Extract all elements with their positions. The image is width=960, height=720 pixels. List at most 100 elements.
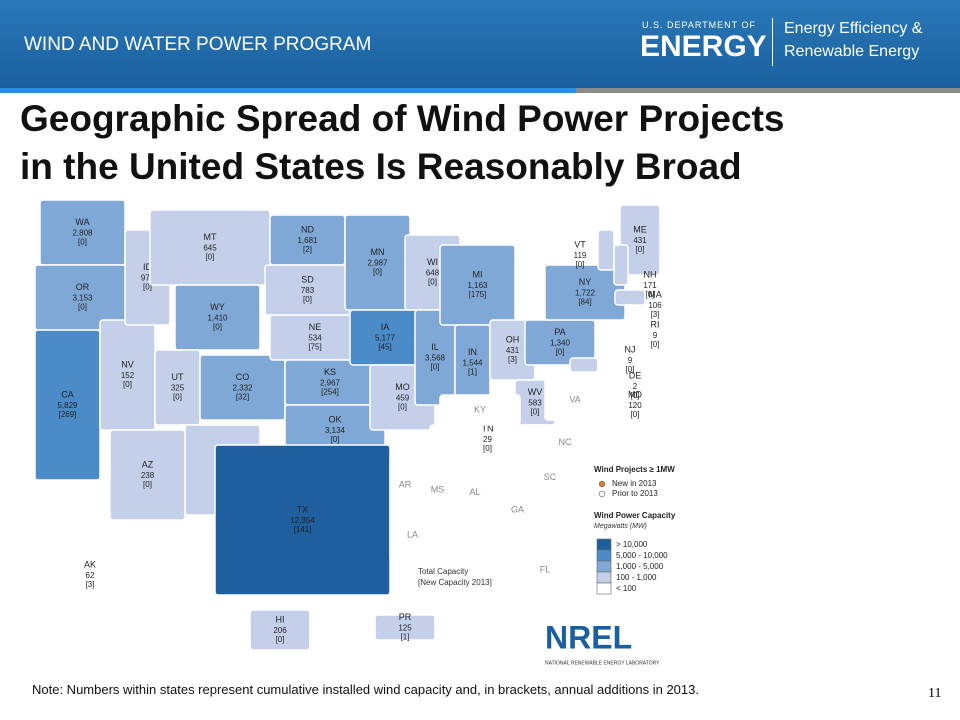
state-new-capacity: [0] [398, 403, 407, 412]
state-abbr: VT [574, 239, 586, 249]
legend-label: New in 2013 [612, 479, 657, 488]
state-shape [374, 614, 436, 641]
state-new-capacity: [1] [401, 633, 410, 642]
state-abbr: MD [628, 389, 642, 399]
state-abbr: TN [482, 423, 494, 433]
state-capacity: 3,134 [325, 426, 346, 435]
state-abbr: KS [324, 367, 336, 377]
legend-dot [598, 480, 606, 488]
legend-swatch [596, 582, 612, 595]
state-abbr: RI [651, 319, 660, 329]
legend-swatch [596, 571, 612, 584]
state-capacity: 459 [396, 394, 410, 403]
state-new-capacity: [0] [651, 340, 660, 349]
state-shape [519, 539, 571, 601]
state-abbr: MA [648, 289, 662, 299]
state-capacity: 1,722 [575, 289, 596, 298]
legend-swatch [596, 538, 612, 551]
legend-label: Prior to 2013 [612, 489, 658, 498]
state-shape [627, 307, 639, 319]
state-shape [597, 367, 609, 381]
state-new-capacity: [141] [294, 525, 312, 534]
state-abbr: DE [629, 370, 642, 380]
legend-label: 100 - 1,000 [616, 573, 657, 582]
state-new-capacity: [0] [636, 245, 645, 254]
state-abbr: IA [381, 322, 390, 332]
legend-label: 1,000 - 5,000 [616, 562, 664, 571]
state-capacity: 3,568 [425, 354, 446, 363]
state-capacity: 12,354 [290, 516, 315, 525]
state-new-capacity: [2] [303, 245, 312, 254]
legend-dot [598, 490, 606, 498]
state-capacity: 125 [398, 624, 412, 633]
legend-title: Wind Projects ≥ 1MW [594, 465, 675, 474]
state-new-capacity: [0] [373, 268, 382, 277]
state-capacity: 120 [628, 401, 642, 410]
state-abbr: PA [554, 327, 565, 337]
legend-label: > 10,000 [616, 540, 648, 549]
state-shape [544, 379, 606, 421]
state-capacity: 5,177 [375, 334, 396, 343]
state-new-capacity: [0] [428, 278, 437, 287]
state-capacity: 1,681 [297, 236, 318, 245]
state-abbr: ME [633, 224, 647, 234]
state-shape [613, 244, 629, 286]
total-caption: Total Capacity [418, 567, 468, 576]
state-new-capacity: [0] [213, 323, 222, 332]
state-abbr: FL [540, 564, 551, 574]
state-new-capacity: [0] [556, 348, 565, 357]
state-new-capacity: [0] [631, 410, 640, 419]
state-abbr: WV [528, 387, 543, 397]
state-capacity: 2,808 [72, 229, 93, 238]
state-abbr: WA [75, 217, 89, 227]
state-new-capacity: [1] [468, 368, 477, 377]
state-abbr: TX [297, 504, 309, 514]
state-capacity: 1,410 [207, 314, 228, 323]
state-shape [597, 337, 611, 359]
legend-title: Wind Power Capacity [594, 511, 676, 520]
state-shape [249, 609, 311, 651]
state-new-capacity: [32] [236, 393, 249, 402]
note: Note: Numbers within states represent cu… [32, 682, 699, 697]
state-abbr: OH [506, 334, 520, 344]
state-new-capacity: [0] [483, 444, 492, 453]
state-capacity: 973 [141, 274, 155, 283]
state-shape [439, 394, 521, 426]
state-abbr: NC [559, 437, 572, 447]
program-name: WIND AND WATER POWER PROGRAM [24, 34, 372, 55]
state-capacity: 645 [203, 244, 217, 253]
state-abbr: NE [309, 322, 322, 332]
state-capacity: 325 [171, 384, 185, 393]
state-new-capacity: [3] [651, 310, 660, 319]
title-line1: Geographic Spread of Wind Power Projects [20, 98, 785, 139]
page-number: 11 [928, 686, 942, 701]
state-shape [619, 204, 661, 276]
state-capacity: 2,987 [367, 259, 388, 268]
state-new-capacity: [0] [531, 408, 540, 417]
state-capacity: 431 [633, 236, 647, 245]
state-abbr: KY [474, 404, 486, 414]
state-new-capacity: [175] [469, 290, 487, 299]
state-shape [39, 529, 141, 621]
state-abbr: CO [236, 372, 250, 382]
state-abbr: OK [328, 414, 341, 424]
state-abbr: ID [143, 262, 153, 272]
state-capacity: 2,967 [320, 379, 341, 388]
legend-unit: Megawatts (MW) [594, 523, 647, 530]
state-abbr: AZ [142, 459, 154, 469]
state-abbr: OR [76, 282, 90, 292]
state-abbr: AR [399, 479, 412, 489]
state-capacity: 783 [301, 286, 315, 295]
state-new-capacity: [0] [143, 480, 152, 489]
state-abbr: NY [579, 277, 592, 287]
state-abbr: MT [204, 232, 217, 242]
divider [772, 18, 773, 66]
office-line1: Energy Efficiency & [784, 20, 923, 37]
state-capacity: 238 [141, 471, 155, 480]
state-abbr: MS [431, 484, 445, 494]
state-capacity: 152 [121, 371, 135, 380]
state-capacity: 62 [86, 571, 95, 580]
state-new-capacity: [0] [206, 253, 215, 262]
state-new-capacity: [0] [331, 435, 340, 444]
total-caption: [New Capacity 2013] [418, 578, 492, 587]
